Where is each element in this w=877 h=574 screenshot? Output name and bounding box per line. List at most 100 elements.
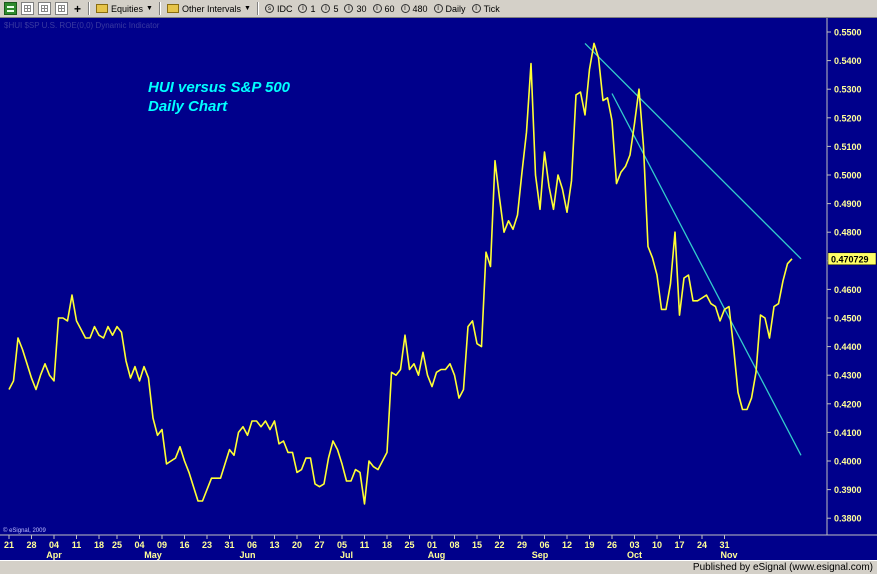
x-day-label: 08	[449, 540, 459, 550]
interval-label: 60	[384, 3, 395, 14]
x-day-label: 09	[157, 540, 167, 550]
dropdown-caret-icon: ▼	[244, 5, 251, 12]
interval-label: 30	[356, 3, 367, 14]
chart-subtitle: Daily Chart	[148, 98, 228, 115]
dropdown-caret-icon: ▼	[146, 5, 153, 12]
x-day-label: 29	[517, 540, 527, 550]
interval-label: Tick	[483, 3, 500, 14]
last-value-box	[827, 252, 877, 266]
interval-label: 480	[412, 3, 428, 14]
x-day-label: 12	[562, 540, 572, 550]
x-day-label: 28	[26, 540, 36, 550]
x-day-label: 04	[134, 540, 144, 550]
y-tick-label: 0.5200	[834, 113, 862, 123]
grid-icon[interactable]	[21, 2, 34, 15]
x-day-label: 10	[652, 540, 662, 550]
add-icon[interactable]: +	[74, 1, 82, 16]
x-day-label: 04	[49, 540, 59, 550]
interval-button-3[interactable]: I 30	[344, 3, 367, 14]
interval-label: 5	[333, 3, 339, 14]
interval-label: IDC	[276, 3, 293, 14]
x-day-label: 17	[674, 540, 684, 550]
x-month-label: Nov	[720, 550, 737, 560]
x-month-label: Apr	[46, 550, 62, 560]
x-month-label: Oct	[627, 550, 642, 560]
other-intervals-dropdown[interactable]: Other Intervals ▼	[166, 3, 251, 14]
chart-svg: $HUI $SP U.S. ROE(0,0) Dynamic Indicator…	[0, 18, 877, 560]
x-day-label: 11	[360, 540, 370, 550]
grid-icon-2[interactable]	[38, 2, 51, 15]
other-intervals-label: Other Intervals	[181, 3, 242, 14]
x-month-label: May	[144, 550, 162, 560]
x-month-label: Jun	[239, 550, 255, 560]
interval-button-7[interactable]: I Tick	[471, 3, 500, 14]
plot-background	[0, 18, 827, 535]
x-axis-ticks: 21 28 04 11 18 25 04 09 16 23 31 06 13 20 27 05 11 18 25 01…	[4, 535, 738, 560]
x-day-label: 22	[494, 540, 504, 550]
y-tick-label: 0.5100	[834, 142, 862, 152]
folder-icon	[166, 4, 179, 13]
symbol-header: $HUI $SP U.S. ROE(0,0) Dynamic Indicator	[4, 21, 160, 30]
y-tick-label: 0.4600	[834, 285, 862, 295]
x-day-label: 31	[719, 540, 729, 550]
x-month-label: Sep	[532, 550, 549, 560]
y-tick-label: 0.5300	[834, 85, 862, 95]
y-axis-panel	[827, 18, 877, 535]
y-tick-label: 0.4400	[834, 342, 862, 352]
y-tick-label: 0.4200	[834, 399, 862, 409]
interval-icon: I	[344, 4, 354, 13]
x-day-label: 03	[629, 540, 639, 550]
trendline-0	[584, 42, 802, 260]
last-value-marker: 0.470729	[827, 252, 877, 266]
x-day-label: 21	[4, 540, 14, 550]
x-month-label: Jul	[340, 550, 353, 560]
interval-button-5[interactable]: I 480	[400, 3, 428, 14]
y-tick-label: 0.5000	[834, 171, 862, 181]
equities-label: Equities	[111, 3, 144, 14]
interval-icon: I	[471, 4, 481, 13]
chart-area[interactable]: $HUI $SP U.S. ROE(0,0) Dynamic Indicator…	[0, 18, 877, 565]
last-value-label: 0.470729	[831, 254, 869, 264]
toolbar-separator	[256, 2, 259, 15]
x-day-label: 20	[292, 540, 302, 550]
toolbar-separator	[158, 2, 161, 15]
x-day-label: 15	[472, 540, 482, 550]
chart-layout-icon[interactable]	[4, 2, 17, 15]
interval-button-0[interactable]: s IDC	[264, 3, 293, 14]
interval-icon: I	[372, 4, 382, 13]
interval-buttons: s IDC I 1 I 5 I 30 I 60 I 480 I Daily I Tick	[262, 4, 503, 14]
y-tick-label: 0.3800	[834, 514, 862, 524]
y-tick-label: 0.4800	[834, 228, 862, 238]
interval-icon: I	[298, 4, 308, 13]
x-day-label: 23	[202, 540, 212, 550]
x-day-label: 11	[72, 540, 82, 550]
interval-icon: I	[400, 4, 410, 13]
y-tick-label: 0.4000	[834, 457, 862, 467]
x-day-label: 19	[584, 540, 594, 550]
x-day-label: 18	[382, 540, 392, 550]
toolbar-separator	[88, 2, 91, 15]
x-day-label: 25	[404, 540, 414, 550]
x-day-label: 16	[179, 540, 189, 550]
interval-label: 1	[310, 3, 316, 14]
x-day-label: 13	[269, 540, 279, 550]
toolbar: + Equities ▼ Other Intervals ▼ s IDC I 1 I 5 I…	[0, 0, 877, 18]
interval-button-4[interactable]: I 60	[372, 3, 395, 14]
chart-title: HUI versus S&P 500	[148, 79, 291, 96]
interval-icon: I	[321, 4, 331, 13]
y-tick-label: 0.5400	[834, 56, 862, 66]
x-day-label: 01	[427, 540, 437, 550]
interval-button-6[interactable]: I Daily	[433, 4, 466, 14]
interval-icon: I	[433, 4, 443, 13]
grid-icon-3[interactable]	[55, 2, 68, 15]
y-tick-label: 0.4500	[834, 314, 862, 324]
y-tick-label: 0.4300	[834, 371, 862, 381]
equities-dropdown[interactable]: Equities ▼	[96, 4, 153, 14]
x-day-label: 25	[112, 540, 122, 550]
y-tick-label: 0.5500	[834, 28, 862, 38]
x-day-label: 24	[697, 540, 707, 550]
y-tick-label: 0.3900	[834, 485, 862, 495]
interval-icon: s	[264, 4, 274, 13]
